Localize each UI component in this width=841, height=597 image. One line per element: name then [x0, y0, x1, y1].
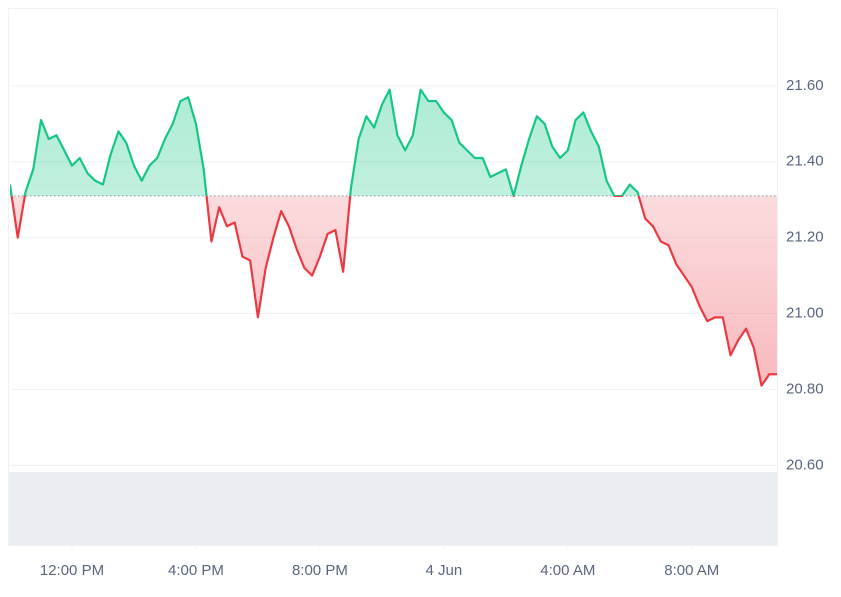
area-below: [10, 195, 777, 386]
y-tick-label: 20.80: [786, 380, 824, 397]
y-tick-label: 21.60: [786, 77, 824, 94]
price-line-below: [10, 195, 777, 387]
price-line-above: [10, 88, 640, 196]
y-tick-label: 21.00: [786, 305, 824, 322]
y-tick-label: 21.20: [786, 229, 824, 246]
x-tick-label: 12:00 PM: [40, 562, 104, 579]
volume-area: [9, 472, 777, 545]
plot-frame: [8, 8, 778, 546]
area-above: [10, 89, 639, 196]
x-tick-label: 8:00 AM: [664, 562, 719, 579]
y-tick-label: 21.40: [786, 153, 824, 170]
x-tick-label: 4:00 AM: [540, 562, 595, 579]
x-tick-label: 4:00 PM: [168, 562, 224, 579]
x-tick-label: 4 Jun: [426, 562, 463, 579]
y-tick-label: 20.60: [786, 456, 824, 473]
x-tick-label: 8:00 PM: [292, 562, 348, 579]
